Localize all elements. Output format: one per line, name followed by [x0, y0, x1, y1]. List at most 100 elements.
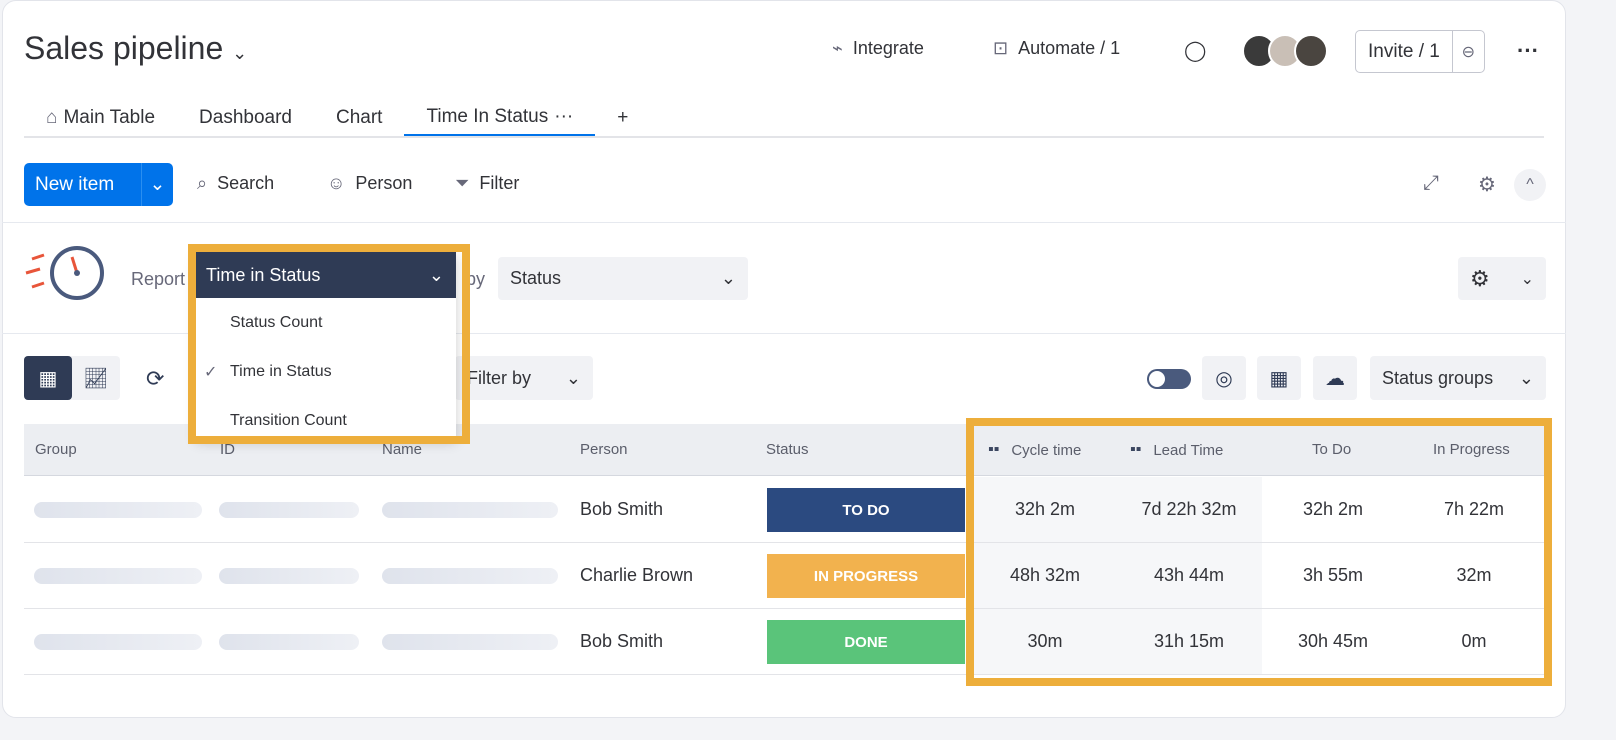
dropdown-option[interactable]: Status Count: [196, 298, 456, 347]
group-by-select[interactable]: Status ⌄: [498, 257, 748, 300]
table-row[interactable]: Charlie Brown IN PROGRESS 48h 32m 43h 44…: [24, 543, 1550, 609]
filter-button[interactable]: ⏷ Filter: [455, 173, 519, 194]
chevron-down-icon: ⌄: [720, 268, 736, 288]
settings-icon[interactable]: ⚙: [1478, 174, 1496, 196]
status-badge[interactable]: TO DO: [767, 488, 965, 532]
chart-view-icon[interactable]: 📈︎: [83, 367, 109, 390]
status-groups-select[interactable]: Status groups ⌄: [1370, 356, 1546, 400]
tab-more-icon[interactable]: ···: [554, 106, 574, 127]
add-tab-button[interactable]: +: [595, 100, 650, 136]
person-cell: Bob Smith: [580, 631, 664, 651]
report-settings-button[interactable]: ⚙ ⌄: [1458, 257, 1546, 300]
board-title[interactable]: Sales pipeline ⌄: [24, 30, 247, 67]
option-label: Transition Count: [230, 411, 347, 429]
highlight-box: [188, 244, 470, 444]
search-button[interactable]: ⌕ Search: [197, 173, 274, 194]
tab-label: Chart: [335, 107, 383, 128]
column-header-lead-time: ▪▪ Lead Time: [1130, 441, 1223, 459]
option-label: Status Count: [230, 313, 323, 331]
cycle-time-cell: 48h 32m: [974, 543, 1116, 608]
tab-dashboard[interactable]: Dashboard: [177, 100, 314, 136]
view-toggle: ▦ 📈︎: [24, 356, 120, 400]
person-label: Person: [355, 173, 413, 193]
chevron-down-icon: ⌄: [428, 264, 444, 285]
status-badge[interactable]: IN PROGRESS: [767, 554, 965, 598]
robot-icon: ⊡: [993, 38, 1009, 58]
status-badge[interactable]: DONE: [767, 620, 965, 664]
home-icon: ⌂: [46, 107, 58, 128]
chevron-down-icon: ⌄: [1520, 270, 1534, 288]
group-placeholder: [34, 634, 202, 650]
grid-icon: ▪▪: [988, 441, 1000, 458]
lead-time-cell: 31h 15m: [1116, 609, 1262, 674]
fullscreen-icon[interactable]: ⤢: [1423, 172, 1439, 194]
plus-icon: +: [617, 107, 629, 128]
tab-time-in-status[interactable]: Time In Status ···: [404, 100, 596, 136]
column-header-group: Group: [35, 441, 77, 458]
highlight-box: [966, 418, 1552, 686]
to-do-cell: 30h 45m: [1297, 631, 1369, 651]
collapse-icon[interactable]: ^: [1514, 169, 1546, 201]
in-progress-cell: 32m: [1456, 565, 1492, 585]
table-row[interactable]: Bob Smith TO DO 32h 2m 7d 22h 32m 32h 2m…: [24, 477, 1550, 543]
avatars[interactable]: [1242, 34, 1328, 68]
report-type-dropdown: Time in Status ⌄ Status Count ✓ Time in Sta…: [196, 252, 456, 438]
divider: [2, 333, 1566, 334]
comment-icon[interactable]: ◯: [1184, 40, 1207, 62]
group-by-value: Status: [510, 268, 562, 288]
filter-by-select[interactable]: Filter by ⌄: [455, 356, 593, 400]
integrate-button[interactable]: ⌁ Integrate: [832, 38, 924, 59]
chevron-down-icon: ⌄: [1518, 367, 1534, 388]
lead-time-cell: 7d 22h 32m: [1116, 477, 1262, 542]
lead-time-cell: 43h 44m: [1116, 543, 1262, 608]
plug-icon: ⌁: [832, 38, 843, 58]
report-type-select[interactable]: Time in Status ⌄: [196, 252, 456, 298]
filter-label: Filter: [479, 173, 520, 193]
tab-chart[interactable]: Chart: [314, 100, 404, 136]
grid-view-icon[interactable]: ▦: [24, 356, 72, 400]
column-header-cycle-time: ▪▪ Cycle time: [988, 441, 1081, 459]
grid-icon: ▪▪: [1130, 441, 1142, 458]
name-placeholder: [382, 502, 558, 518]
in-progress-cell: 7h 22m: [1443, 499, 1505, 519]
dropdown-option[interactable]: Transition Count: [196, 396, 456, 445]
new-item-label: New item: [35, 173, 115, 195]
chevron-down-icon: ⌄: [565, 367, 581, 388]
column-header-to-do: To Do: [1312, 441, 1352, 458]
tab-main-table[interactable]: ⌂ Main Table: [24, 100, 177, 136]
avatar[interactable]: [1294, 34, 1328, 68]
table-row[interactable]: Bob Smith DONE 30m 31h 15m 30h 45m 0m: [24, 609, 1550, 675]
column-header-person: Person: [580, 441, 628, 458]
link-icon[interactable]: ⊖: [1451, 31, 1484, 72]
invite-button[interactable]: Invite / 1 ⊖: [1355, 30, 1485, 73]
chevron-down-icon[interactable]: ⌄: [141, 163, 173, 206]
status-groups-label: Status groups: [1382, 367, 1494, 388]
id-placeholder: [219, 502, 359, 518]
stopwatch-logo-icon: [25, 246, 104, 300]
refresh-icon[interactable]: ⟳: [146, 366, 165, 391]
cycle-time-cell: 30m: [974, 609, 1116, 674]
in-progress-cell: 0m: [1461, 631, 1487, 651]
new-item-button[interactable]: New item ⌄: [24, 163, 173, 206]
dropdown-option[interactable]: ✓ Time in Status: [196, 347, 456, 396]
check-icon: ✓: [204, 363, 218, 381]
person-button[interactable]: ☺ Person: [327, 173, 412, 194]
id-placeholder: [219, 568, 359, 584]
more-icon[interactable]: ···: [1517, 38, 1539, 63]
cloud-download-icon[interactable]: ☁: [1313, 356, 1357, 400]
filter-by-label: Filter by: [467, 367, 532, 388]
tab-label: Main Table: [63, 107, 156, 128]
calendar-icon[interactable]: ▦: [1257, 356, 1301, 400]
column-header-id: ID: [220, 441, 235, 458]
search-icon: ⌕: [197, 173, 208, 193]
board-title-text: Sales pipeline: [24, 30, 224, 66]
toggle-switch[interactable]: [1147, 369, 1191, 389]
eye-icon[interactable]: ◎: [1202, 356, 1246, 400]
chevron-down-icon[interactable]: ⌄: [232, 43, 248, 63]
id-placeholder: [219, 634, 359, 650]
gear-icon: ⚙: [1470, 265, 1490, 291]
column-header-label: Lead Time: [1153, 441, 1224, 459]
automate-label: Automate / 1: [1018, 38, 1121, 58]
integrate-label: Integrate: [852, 38, 924, 58]
automate-button[interactable]: ⊡ Automate / 1: [993, 38, 1120, 59]
